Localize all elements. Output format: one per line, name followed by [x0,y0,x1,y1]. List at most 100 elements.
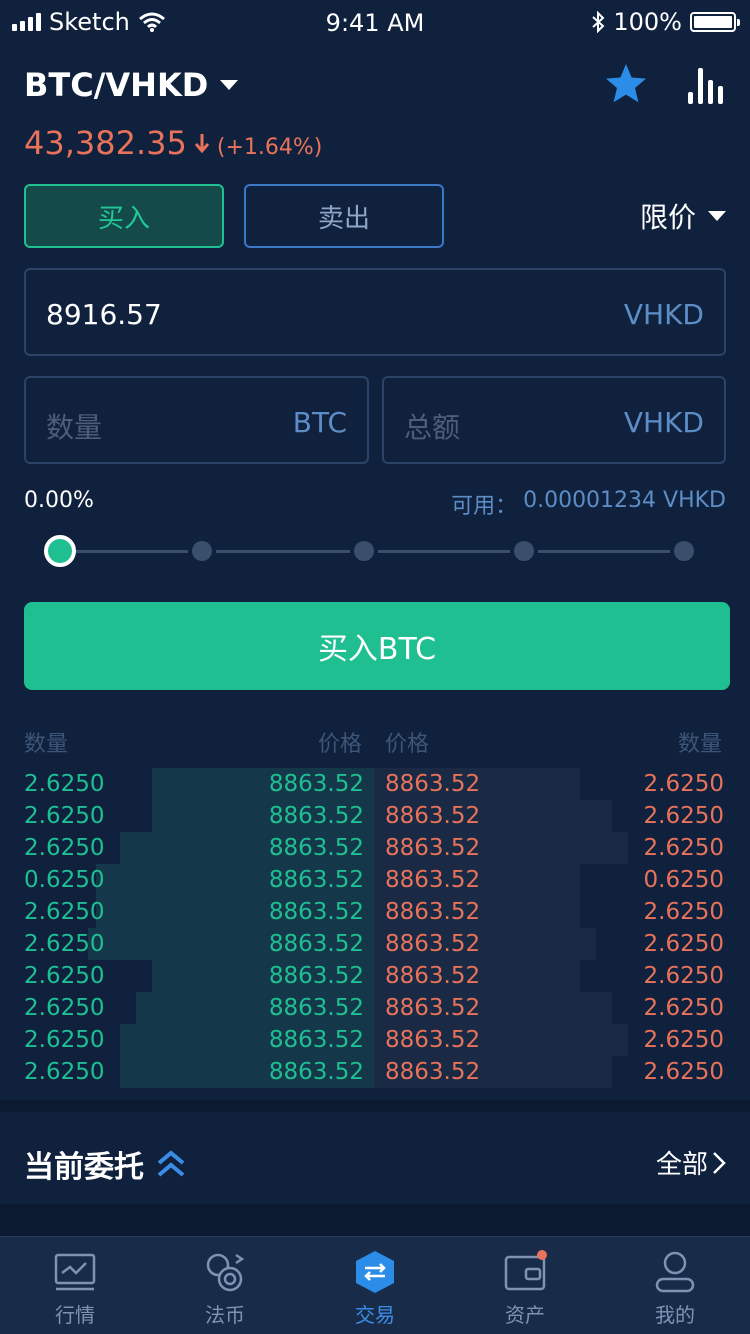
bid-qty-header: 数量 [24,732,69,757]
current-orders-title: 当前委托 [24,1150,144,1185]
bid-qty: 2.6250 [24,1027,105,1053]
list-area [0,1204,750,1236]
bid-depth-bar [120,832,374,864]
tab-profile-label: 我的 [655,1303,695,1327]
slider-stop-50[interactable] [354,541,374,561]
ask-depth-bar [374,1024,628,1056]
ask-price: 8863.52 [385,931,481,957]
bid-depth-bar [152,960,374,992]
tab-market-label: 行情 [55,1303,95,1327]
bid-qty: 2.6250 [24,1059,105,1085]
double-chevron-up-icon [157,1150,185,1177]
bid-qty: 2.6250 [24,931,105,957]
orderbook-row[interactable]: 2.6250 8863.52 8863.52 2.6250 [24,1056,724,1088]
tab-profile[interactable]: 我的 [600,1237,750,1334]
ask-qty: 2.6250 [643,899,724,925]
ask-price: 8863.52 [385,803,481,829]
order-type-selector[interactable]: 限价 [640,196,726,236]
slider-stop-75[interactable] [514,541,534,561]
ask-qty: 0.6250 [643,867,724,893]
bid-price: 8863.52 [268,1059,364,1085]
carrier-label: Sketch [49,8,130,36]
pair-selector[interactable]: BTC/VHKD [24,66,239,104]
ask-qty: 2.6250 [643,1059,724,1085]
order-type-label: 限价 [639,201,696,234]
orderbook-row[interactable]: 2.6250 8863.52 8863.52 2.6250 [24,896,724,928]
ask-depth-bar [374,928,596,960]
bid-depth-bar [96,896,374,928]
bid-depth-bar [152,768,374,800]
orderbook-row[interactable]: 0.6250 8863.52 8863.52 0.6250 [24,864,724,896]
orderbook-row[interactable]: 2.6250 8863.52 8863.52 2.6250 [24,992,724,1024]
signal-icon [12,13,41,31]
total-placeholder: 总额 [404,411,461,444]
tab-trade[interactable]: 交易 [300,1237,450,1334]
chevron-right-icon [713,1151,726,1174]
ask-qty: 2.6250 [643,1027,724,1053]
bid-depth-bar [152,800,374,832]
orderbook-row[interactable]: 2.6250 8863.52 8863.52 2.6250 [24,768,724,800]
market-header: BTC/VHKD [24,60,726,110]
buy-submit-button[interactable]: 买入BTC [24,602,730,690]
bid-price-header: 价格 [318,732,363,757]
tab-market[interactable]: 行情 [0,1237,150,1334]
bid-price: 8863.52 [268,963,364,989]
bid-price: 8863.52 [268,867,364,893]
ask-price-header: 价格 [385,732,430,757]
orderbook-row[interactable]: 2.6250 8863.52 8863.52 2.6250 [24,800,724,832]
price-input-value: 8916.57 [46,298,162,331]
market-chart-icon [54,1253,96,1291]
all-orders-link[interactable]: 全部 [656,1144,726,1181]
price-input[interactable]: 8916.57 VHKD [24,268,726,356]
bid-depth-bar [120,1024,374,1056]
amount-input[interactable]: 数量 BTC [24,376,369,464]
ask-depth-bar [374,768,580,800]
kline-chart-icon[interactable] [688,64,726,104]
ask-price: 8863.52 [385,867,481,893]
price-change: (+1.64%) [216,135,323,160]
bid-qty: 0.6250 [24,867,105,893]
bid-qty: 2.6250 [24,899,105,925]
percent-slider[interactable] [44,534,704,568]
bid-qty: 2.6250 [24,771,105,797]
trade-icon [356,1251,394,1293]
orderbook-row[interactable]: 2.6250 8863.52 8863.52 2.6250 [24,832,724,864]
orderbook-row[interactable]: 2.6250 8863.52 8863.52 2.6250 [24,1024,724,1056]
total-input[interactable]: 总额 VHKD [382,376,726,464]
favorite-star-icon[interactable] [604,62,648,106]
status-bar: Sketch 9:41 AM 100% [0,0,750,44]
bid-price: 8863.52 [268,995,364,1021]
slider-stop-100[interactable] [674,541,694,561]
slider-knob[interactable] [44,535,76,567]
order-book: 2.6250 8863.52 8863.52 2.6250 2.6250 8863.52 8… [24,768,724,1088]
ask-qty: 2.6250 [643,835,724,861]
clock: 9:41 AM [325,9,425,37]
bid-price: 8863.52 [268,1027,364,1053]
buy-tab[interactable]: 买入 [24,184,224,248]
profile-icon [655,1251,695,1293]
ask-qty: 2.6250 [643,931,724,957]
available-value: 0.00001234 VHKD [523,488,726,513]
tab-bar: 行情 法币 交易 资产 我的 [0,1236,750,1334]
bid-price: 8863.52 [268,835,364,861]
amount-placeholder: 数量 [46,411,103,444]
fiat-exchange-icon [206,1253,245,1292]
bid-qty: 2.6250 [24,835,105,861]
sell-tab[interactable]: 卖出 [244,184,444,248]
orderbook-row[interactable]: 2.6250 8863.52 8863.52 2.6250 [24,928,724,960]
bid-qty: 2.6250 [24,963,105,989]
ask-depth-bar [374,832,628,864]
bluetooth-icon [592,11,605,33]
tab-fiat[interactable]: 法币 [150,1237,300,1334]
price-unit: VHKD [623,298,704,331]
bid-depth-bar [120,1056,374,1088]
current-orders-toggle[interactable]: 当前委托 [24,1142,186,1186]
bid-price: 8863.52 [268,803,364,829]
tab-assets[interactable]: 资产 [450,1237,600,1334]
available-balance: 可用： 0.00001234 VHKD [451,488,726,520]
pair-label: BTC/VHKD [24,66,209,104]
slider-stop-25[interactable] [192,541,212,561]
wifi-icon [138,12,165,32]
bid-price: 8863.52 [268,931,364,957]
orderbook-row[interactable]: 2.6250 8863.52 8863.52 2.6250 [24,960,724,992]
